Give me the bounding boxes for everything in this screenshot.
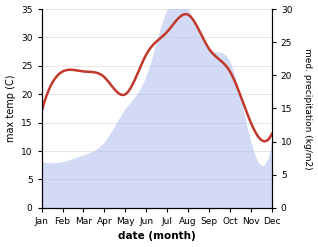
X-axis label: date (month): date (month): [118, 231, 196, 242]
Y-axis label: max temp (C): max temp (C): [5, 75, 16, 142]
Y-axis label: med. precipitation (kg/m2): med. precipitation (kg/m2): [303, 48, 313, 169]
